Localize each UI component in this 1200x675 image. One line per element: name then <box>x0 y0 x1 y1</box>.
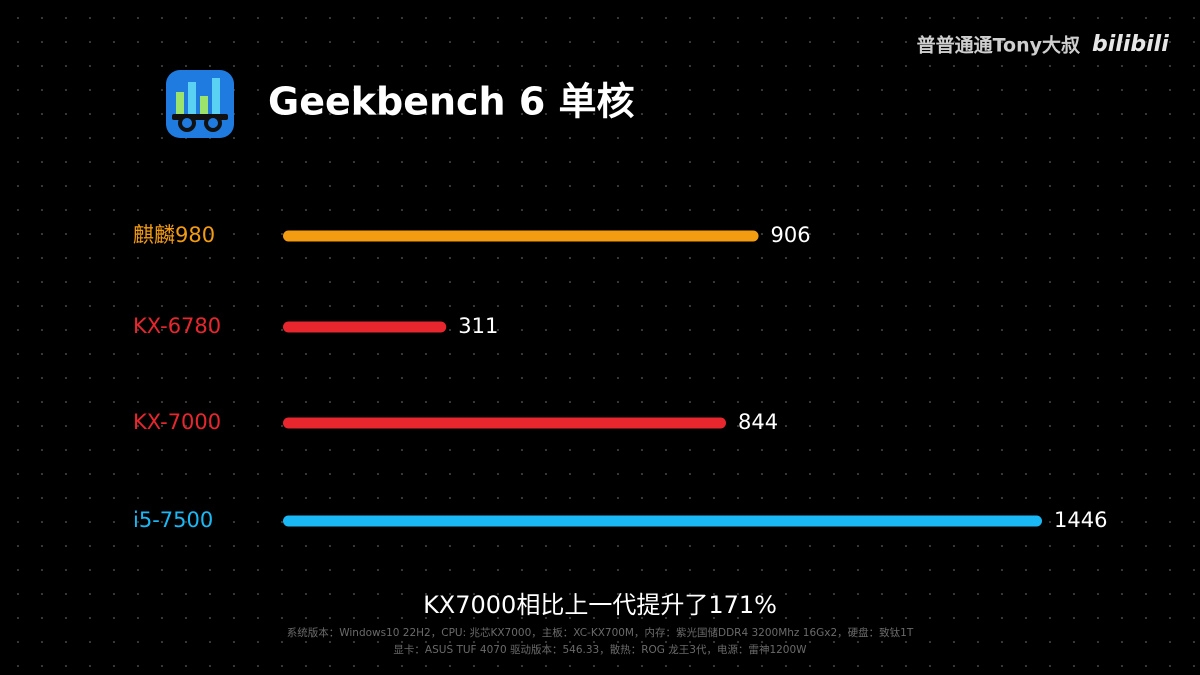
value-label: 906 <box>771 223 811 247</box>
chart-title: Geekbench 6 单核 <box>268 80 635 124</box>
value-label: 311 <box>458 314 498 338</box>
footnote: 系统版本：Windows10 22H2，CPU: 兆芯KX7000，主板：XC-… <box>287 626 914 639</box>
category-label: i5-7500 <box>133 508 213 532</box>
bar <box>283 230 759 242</box>
watermark-author: 普普通通Tony大叔 <box>917 34 1081 57</box>
bar <box>283 417 727 429</box>
value-label: 1446 <box>1054 508 1107 532</box>
annotation: KX7000相比上一代提升了171% <box>423 591 777 619</box>
bar <box>283 515 1042 527</box>
category-label: KX-7000 <box>133 410 221 434</box>
category-label: 麒麟980 <box>133 223 215 247</box>
watermark-brand: bilibili <box>1092 32 1169 57</box>
value-label: 844 <box>738 410 778 434</box>
app-icon <box>166 70 234 138</box>
footnote: 显卡：ASUS TUF 4070 驱动版本：546.33，散热：ROG 龙王3代… <box>393 643 807 656</box>
bar <box>283 321 447 333</box>
category-label: KX-6780 <box>133 314 221 338</box>
